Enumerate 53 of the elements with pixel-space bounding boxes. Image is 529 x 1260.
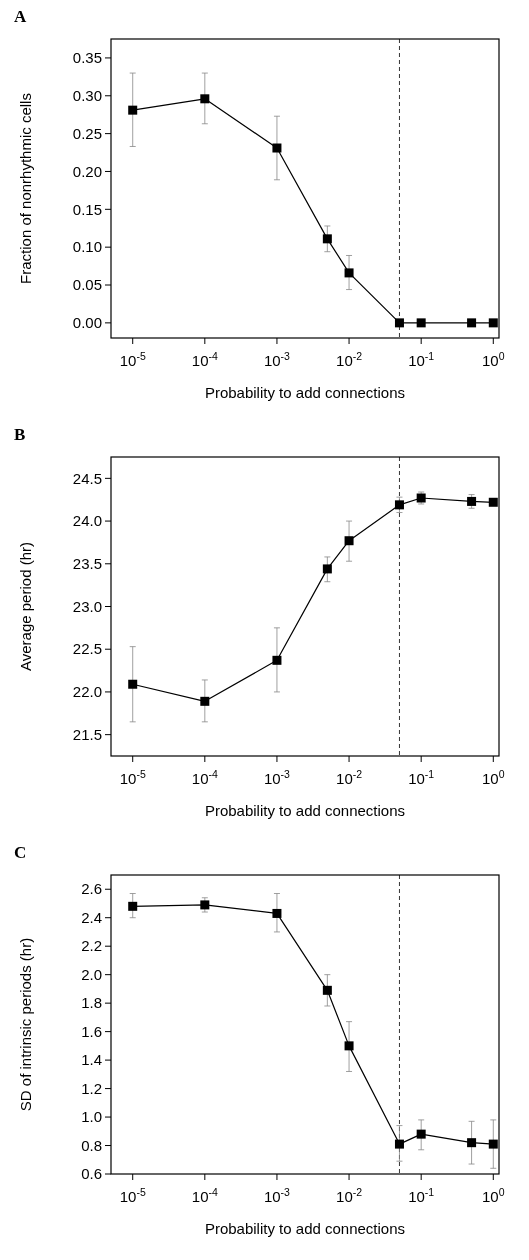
y-tick-label: 1.6	[81, 1022, 102, 1040]
chart-title: B	[14, 425, 26, 444]
y-axis-title: SD of intrinsic periods (hr)	[17, 937, 34, 1112]
y-tick-label: 0.05	[72, 276, 102, 294]
x-tick-label: 10$^{-4}$	[191, 350, 218, 369]
y-tick-label: 21.5	[72, 725, 102, 743]
y-tick-label: 22.5	[72, 640, 102, 658]
x-axis-title: Probability to add connections	[204, 1220, 406, 1237]
y-tick-label: 0.30	[72, 87, 102, 105]
x-tick-label: 10$^{-1}$	[408, 768, 435, 787]
y-tick-label: 0.20	[72, 162, 102, 180]
y-tick-label: 1.0	[81, 1108, 102, 1126]
y-tick-label: 0.6	[81, 1165, 102, 1183]
y-tick-label: 0.10	[72, 238, 102, 256]
y-tick-label: 1.8	[81, 994, 102, 1012]
x-axis-title: Probability to add connections	[204, 802, 406, 819]
x-tick-label: 10$^{-3}$	[263, 350, 291, 369]
y-tick-label: 2.2	[81, 937, 102, 955]
y-tick-label: 23.5	[72, 555, 102, 573]
x-tick-label: 10$^{0}$	[482, 1186, 505, 1205]
y-tick-label: 2.4	[81, 908, 102, 926]
y-tick-label: 2.0	[81, 965, 102, 983]
y-tick-label: 24.5	[72, 469, 102, 487]
y-tick-label: 0.8	[81, 1136, 102, 1154]
x-axis-title: Probability to add connections	[204, 384, 406, 401]
x-tick-label: 10$^{-2}$	[336, 1186, 363, 1205]
y-tick-label: 0.00	[72, 314, 102, 332]
x-tick-label: 10$^{-5}$	[119, 1186, 146, 1205]
y-tick-label: 0.15	[72, 200, 102, 218]
y-axis-title: Fraction of nonrhythmic cells	[17, 93, 34, 284]
chart-title: A	[14, 7, 27, 26]
y-tick-label: 0.25	[72, 124, 102, 142]
y-tick-label: 23.0	[72, 597, 102, 615]
y-tick-label: 22.0	[72, 683, 102, 701]
y-tick-label: 2.6	[81, 880, 102, 898]
x-tick-label: 10$^{0}$	[482, 350, 505, 369]
y-axis-title: Average period (hr)	[17, 542, 34, 671]
x-tick-label: 10$^{-3}$	[263, 768, 291, 787]
x-tick-label: 10$^{-3}$	[263, 1186, 291, 1205]
chart-title: C	[14, 843, 27, 862]
x-tick-label: 10$^{-5}$	[119, 350, 146, 369]
y-tick-label: 0.35	[72, 49, 102, 67]
x-tick-label: 10$^{-4}$	[191, 768, 218, 787]
x-tick-label: 10$^{-2}$	[336, 350, 363, 369]
y-tick-label: 1.2	[81, 1079, 102, 1097]
y-tick-label: 1.4	[81, 1051, 102, 1069]
x-tick-label: 10$^{-1}$	[408, 1186, 435, 1205]
x-tick-label: 10$^{-2}$	[336, 768, 363, 787]
x-tick-label: 10$^{0}$	[482, 768, 505, 787]
x-tick-label: 10$^{-5}$	[119, 768, 146, 787]
x-tick-label: 10$^{-1}$	[408, 350, 435, 369]
x-tick-label: 10$^{-4}$	[191, 1186, 218, 1205]
y-tick-label: 24.0	[72, 512, 102, 530]
